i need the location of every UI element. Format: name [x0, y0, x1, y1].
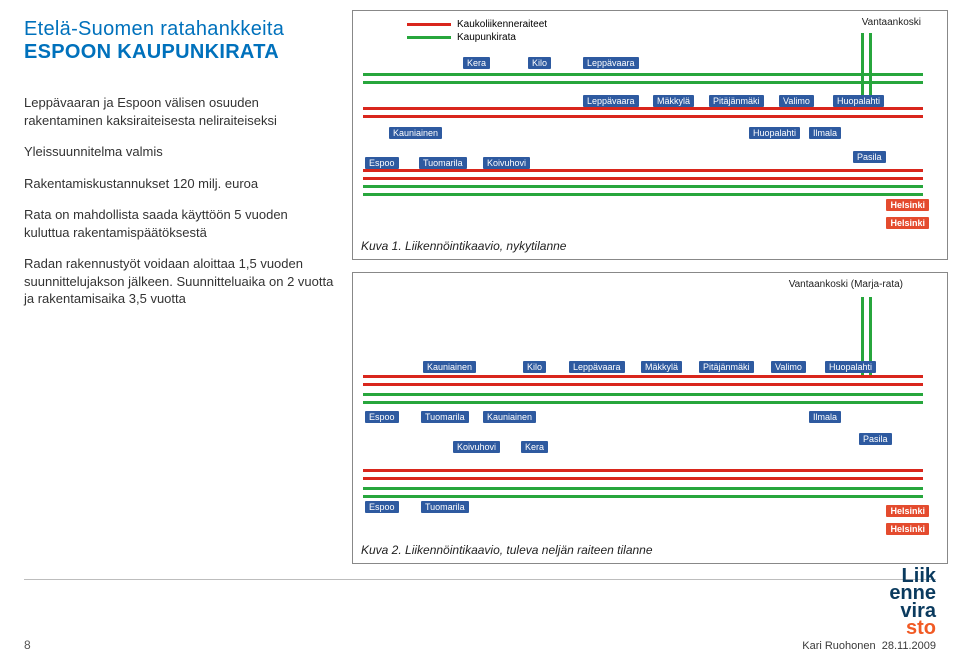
station-label: Tuomarila — [421, 411, 469, 423]
rail-line — [363, 107, 923, 110]
body-text: Leppävaaran ja Espoon välisen osuuden ra… — [24, 94, 334, 322]
station-label: Kauniainen — [483, 411, 536, 423]
diagram-1-caption: Kuva 1. Liikennöintikaavio, nykytilanne — [361, 239, 566, 253]
station-label: Koivuhovi — [453, 441, 500, 453]
station-label: Espoo — [365, 501, 399, 513]
rail-line — [363, 477, 923, 480]
station-terminal: Helsinki — [886, 199, 929, 211]
station-label: Ilmala — [809, 411, 841, 423]
station-label: Kauniainen — [389, 127, 442, 139]
rail-line — [363, 383, 923, 386]
station-terminal: Helsinki — [886, 505, 929, 517]
station-terminal: Helsinki — [886, 523, 929, 535]
paragraph-3: Rakentamiskustannukset 120 milj. euroa — [24, 175, 334, 193]
logo-line-4: sto — [906, 617, 936, 639]
diagram-1: Kaukoliikenneraiteet Kaupunkirata Vantaa… — [352, 10, 948, 260]
rail-line — [363, 185, 923, 188]
legend: Kaukoliikenneraiteet Kaupunkirata — [407, 19, 547, 45]
station-label: Pasila — [859, 433, 892, 445]
station-label: Pasila — [853, 151, 886, 163]
agency-logo: Liik enne vira sto — [802, 568, 936, 638]
rail-line — [363, 115, 923, 118]
station-label: Valimo — [771, 361, 806, 373]
legend-swatch-red — [407, 23, 451, 26]
rail-line — [363, 487, 923, 490]
station-label: Ilmala — [809, 127, 841, 139]
station-label: Leppävaara — [583, 57, 639, 69]
station-label: Espoo — [365, 157, 399, 169]
diagram-2-caption: Kuva 2. Liikennöintikaavio, tuleva neljä… — [361, 543, 653, 557]
station-label: Huopalahti — [825, 361, 876, 373]
rail-line — [363, 393, 923, 396]
legend-label-city: Kaupunkirata — [457, 32, 516, 43]
rail-line — [363, 469, 923, 472]
station-label: Kilo — [523, 361, 546, 373]
paragraph-1: Leppävaaran ja Espoon välisen osuuden ra… — [24, 94, 334, 129]
station-terminal: Helsinki — [886, 217, 929, 229]
station-label: Tuomarila — [421, 501, 469, 513]
rail-line — [363, 375, 923, 378]
rail-line — [363, 81, 923, 84]
station-label: Kera — [521, 441, 548, 453]
station-label: Tuomarila — [419, 157, 467, 169]
station-label: Huopalahti — [749, 127, 800, 139]
paragraph-5: Radan rakennustyöt voidaan aloittaa 1,5 … — [24, 255, 334, 308]
legend-label-long-distance: Kaukoliikenneraiteet — [457, 19, 547, 30]
rail-line — [363, 401, 923, 404]
station-label: Pitäjänmäki — [709, 95, 764, 107]
station-label: Kera — [463, 57, 490, 69]
rail-line — [363, 193, 923, 196]
vantaankoski-label-2: Vantaankoski (Marja-rata) — [789, 279, 903, 290]
station-label: Kauniainen — [423, 361, 476, 373]
station-label: Kilo — [528, 57, 551, 69]
footer: 8 Liik enne vira sto Kari Ruohonen 28.11… — [24, 568, 936, 652]
rail-line — [363, 73, 923, 76]
rail-line — [363, 177, 923, 180]
vantaankoski-label: Vantaankoski — [862, 17, 921, 28]
page-number: 8 — [24, 638, 31, 652]
station-label: Espoo — [365, 411, 399, 423]
station-label: Leppävaara — [569, 361, 625, 373]
paragraph-2: Yleissuunnitelma valmis — [24, 143, 334, 161]
station-label: Mäkkylä — [641, 361, 682, 373]
legend-swatch-green — [407, 36, 451, 39]
station-label: Valimo — [779, 95, 814, 107]
diagram-2: Vantaankoski (Marja-rata) Kauniainen Kil… — [352, 272, 948, 564]
author-date: Kari Ruohonen 28.11.2009 — [802, 640, 936, 652]
rail-line — [363, 495, 923, 498]
paragraph-4: Rata on mahdollista saada käyttöön 5 vuo… — [24, 206, 334, 241]
station-label: Huopalahti — [833, 95, 884, 107]
station-label: Mäkkylä — [653, 95, 694, 107]
station-label: Koivuhovi — [483, 157, 530, 169]
station-label: Leppävaara — [583, 95, 639, 107]
station-label: Pitäjänmäki — [699, 361, 754, 373]
rail-line — [363, 169, 923, 172]
